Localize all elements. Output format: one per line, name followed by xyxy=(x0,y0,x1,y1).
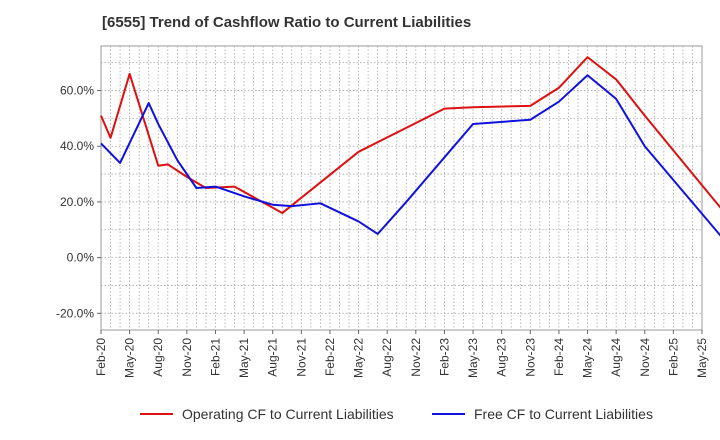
x-tick-label: Nov-24 xyxy=(638,338,652,377)
legend-label-operating-cf: Operating CF to Current Liabilities xyxy=(182,406,394,422)
legend-label-free-cf: Free CF to Current Liabilities xyxy=(474,406,653,422)
y-tick-label: 20.0% xyxy=(60,195,94,209)
x-tick-label: Feb-24 xyxy=(552,338,566,376)
x-tick-label: Nov-21 xyxy=(294,338,308,377)
x-tick-label: Feb-22 xyxy=(323,338,337,376)
x-tick-label: Aug-23 xyxy=(495,338,509,377)
x-tick-label: Aug-21 xyxy=(266,338,280,377)
x-tick-label: May-23 xyxy=(466,338,480,378)
x-tick-label: Aug-20 xyxy=(151,338,165,377)
y-tick-label: 40.0% xyxy=(60,139,94,153)
x-tick-label: Feb-23 xyxy=(437,338,451,376)
x-tick-label: Nov-23 xyxy=(523,338,537,377)
series-line-free-cf xyxy=(100,74,720,237)
chart-title: [6555] Trend of Cashflow Ratio to Curren… xyxy=(102,14,472,31)
x-tick-label: May-22 xyxy=(352,338,366,378)
y-tick-label: -20.0% xyxy=(56,306,94,320)
series-line-operating-cf xyxy=(100,56,720,215)
x-tick-label: Aug-22 xyxy=(380,338,394,377)
plot-frame xyxy=(100,45,703,331)
x-tick-label: May-21 xyxy=(237,338,251,378)
x-tick-label: May-20 xyxy=(123,338,137,378)
x-tick-label: Feb-20 xyxy=(94,338,108,376)
y-tick-label: 0.0% xyxy=(67,251,95,265)
x-tick-label: Feb-21 xyxy=(208,338,222,376)
x-tick-label: Aug-24 xyxy=(609,338,623,377)
x-tick-label: Feb-25 xyxy=(666,338,680,376)
x-tick-label: May-24 xyxy=(581,338,595,378)
x-tick-label: Nov-22 xyxy=(409,338,423,377)
x-tick-label: May-25 xyxy=(695,338,709,378)
y-tick-label: 60.0% xyxy=(60,84,94,98)
x-tick-label: Nov-20 xyxy=(180,338,194,377)
